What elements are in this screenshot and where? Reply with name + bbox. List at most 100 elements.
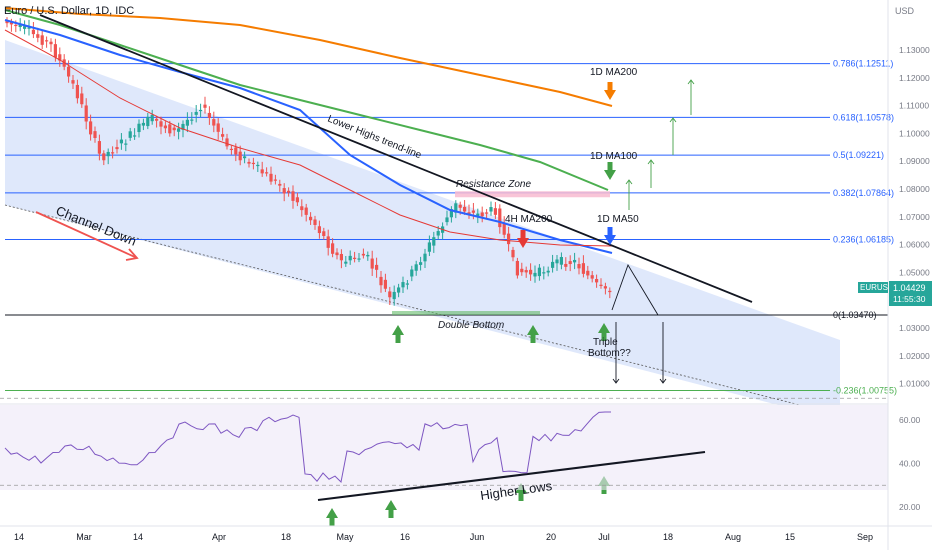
- candle-body: [559, 257, 563, 265]
- candle-body: [458, 204, 462, 208]
- price-tick-label: 1.01000: [899, 379, 930, 389]
- candle-body: [40, 35, 44, 45]
- candle-body: [150, 114, 154, 122]
- price-tick-label: 1.02000: [899, 351, 930, 361]
- candle-body: [36, 34, 40, 38]
- candle-body: [256, 164, 260, 167]
- candle-body: [427, 242, 431, 252]
- candle-body: [388, 291, 392, 298]
- candle-body: [375, 264, 379, 270]
- rsi-tick-label: 60.00: [899, 415, 921, 425]
- label-h4ma200: 4H MA200: [505, 214, 553, 225]
- candle-body: [397, 287, 401, 293]
- candle-body: [291, 191, 295, 201]
- candle-body: [370, 258, 374, 269]
- candle-body: [586, 270, 590, 276]
- symbol-label: EURUSD: [860, 283, 894, 292]
- rsi-background: [0, 405, 888, 490]
- candle-body: [590, 275, 594, 279]
- label-ma100: 1D MA100: [590, 151, 638, 162]
- ma50-arrow: [604, 227, 616, 245]
- label-ma200: 1D MA200: [590, 67, 638, 78]
- candle-body: [14, 24, 18, 27]
- candle-body: [295, 197, 299, 203]
- candle-body: [546, 270, 550, 273]
- candle-body: [141, 122, 145, 126]
- price-tick-label: 1.10000: [899, 128, 930, 138]
- candle-body: [207, 112, 211, 118]
- h4ma200-arrow: [517, 230, 529, 248]
- time-tick-label: 14: [133, 532, 143, 542]
- candle-body: [595, 278, 599, 283]
- candle-body: [119, 139, 123, 144]
- triple-bottom-arrow: [598, 323, 610, 341]
- candle-body: [445, 217, 449, 223]
- candle-body: [489, 207, 493, 212]
- candle-body: [23, 26, 27, 29]
- rsi-arrow-2: [385, 500, 397, 518]
- candle-body: [181, 123, 185, 130]
- channel-arrow-line: [35, 211, 138, 259]
- candle-body: [533, 272, 537, 277]
- candle-body: [520, 268, 524, 273]
- candle-body: [300, 206, 304, 211]
- candle-body: [392, 291, 396, 300]
- lower-highs-trendline: [39, 14, 753, 303]
- candle-body: [564, 263, 568, 267]
- price-tick-label: 1.11000: [899, 101, 929, 111]
- candle-body: [405, 283, 409, 285]
- last-price: 1.04429: [893, 283, 926, 293]
- candle-body: [573, 259, 577, 263]
- candle-body: [234, 147, 238, 155]
- candle-body: [581, 263, 585, 274]
- time-tick-label: 18: [663, 532, 673, 542]
- candle-body: [155, 118, 159, 121]
- candle-body: [502, 223, 506, 235]
- projection-up-1-head: [625, 179, 633, 185]
- projection-up-3-head: [669, 117, 677, 123]
- candle-body: [542, 272, 546, 274]
- price-tick-label: 1.05000: [899, 267, 930, 277]
- projection-up-4-head: [687, 79, 695, 85]
- projection-up-2-head: [647, 159, 655, 165]
- candle-body: [247, 161, 251, 164]
- ma100-arrow: [604, 162, 616, 180]
- time-tick-label: Sep: [857, 532, 873, 542]
- candle-body: [309, 216, 313, 221]
- candle-body: [317, 226, 321, 234]
- label-resistance-zone: Resistance Zone: [456, 179, 531, 190]
- candle-body: [159, 121, 163, 127]
- candle-body: [401, 282, 405, 288]
- candle-body: [199, 109, 203, 112]
- double-bottom-arrow-1: [392, 325, 404, 343]
- candle-body: [229, 148, 233, 151]
- time-tick-label: Apr: [212, 532, 226, 542]
- candle-body: [111, 152, 115, 154]
- price-tick-label: 1.13000: [899, 45, 930, 55]
- candle-body: [361, 253, 365, 256]
- resistance-zone: [455, 191, 610, 198]
- candle-body: [27, 27, 31, 29]
- ma200-line: [4, 7, 613, 107]
- candle-body: [212, 119, 216, 126]
- candle-body: [53, 44, 57, 58]
- countdown: 11:55:30: [893, 294, 926, 304]
- candle-body: [485, 212, 489, 214]
- candle-body: [89, 121, 93, 135]
- candle-body: [551, 261, 555, 268]
- candle-body: [423, 253, 427, 262]
- candle-body: [353, 257, 357, 259]
- candle-body: [243, 156, 247, 159]
- candle-body: [419, 262, 423, 265]
- candle-body: [67, 66, 71, 77]
- candle-body: [379, 276, 383, 286]
- candle-body: [608, 290, 612, 293]
- candle-body: [168, 124, 172, 134]
- price-tick-label: 1.03000: [899, 323, 930, 333]
- candle-body: [102, 153, 106, 161]
- candle-body: [335, 252, 339, 256]
- candle-body: [511, 249, 515, 258]
